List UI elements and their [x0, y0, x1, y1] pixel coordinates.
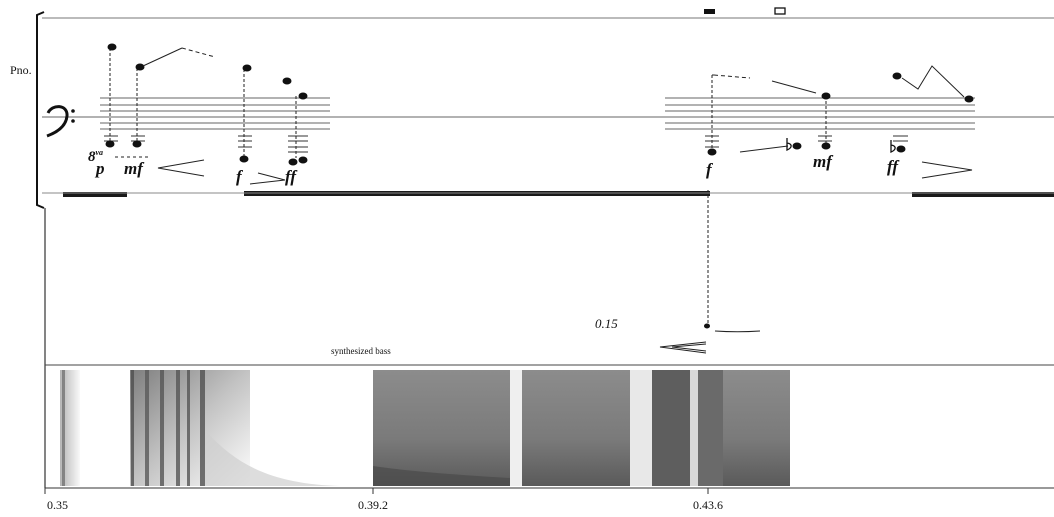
- timeline-label: 0.43.6: [693, 498, 723, 512]
- note-head: [298, 156, 308, 164]
- dynamic-f: f: [706, 160, 712, 179]
- decrescendo-hairpin: [921, 161, 973, 179]
- staff-fragment-1: [100, 97, 330, 130]
- note-head: [105, 140, 115, 148]
- note-head: [892, 72, 902, 80]
- note-head: [288, 158, 298, 166]
- note-head: [964, 95, 974, 103]
- note-head: [132, 140, 142, 148]
- dynamic-mf: mf: [813, 152, 832, 171]
- ottava-marking: 8va: [88, 148, 103, 166]
- note-head: [298, 92, 308, 100]
- dynamic-ff: ff: [285, 167, 297, 186]
- note-head: [242, 64, 252, 72]
- note-head: [792, 142, 802, 150]
- decrescendo-hairpin: [249, 172, 286, 185]
- hairpins: [157, 159, 973, 354]
- note-heads: [105, 43, 974, 329]
- note-head: [896, 145, 906, 153]
- timeline-label: 0.39.2: [358, 498, 388, 512]
- dynamic-mf: mf: [124, 159, 143, 178]
- note-head: [107, 43, 117, 51]
- instrument-label: Pno.: [10, 63, 32, 77]
- bass-clef-icon: [46, 105, 75, 138]
- ottava-suffix: va: [95, 148, 104, 157]
- system-bracket: [36, 11, 45, 209]
- ottava-digit: 8: [88, 149, 96, 165]
- crescendo-hairpin: [157, 159, 205, 177]
- note-head: [821, 92, 831, 100]
- dynamic-f: f: [236, 167, 242, 186]
- pedal-bars: [63, 191, 1054, 197]
- glissando-lines: [115, 47, 965, 333]
- note-head: [135, 63, 145, 71]
- dynamic-ff: ff: [887, 157, 899, 176]
- note-head: [239, 155, 249, 163]
- staff-fragment-2: [665, 97, 975, 130]
- spectrogram: [60, 370, 790, 486]
- note-head: [707, 148, 717, 156]
- note-stems: [109, 48, 827, 325]
- flat-signs: [786, 138, 896, 153]
- top-marker-filled: [704, 9, 715, 14]
- note-head: [704, 323, 710, 329]
- dynamic-p: p: [96, 159, 105, 178]
- electronics-value: 0.15: [595, 316, 618, 331]
- electronics-hairpin: [659, 341, 707, 354]
- timeline-label: 0.35: [47, 498, 68, 512]
- electronics-label: synthesized bass: [331, 346, 391, 356]
- note-head: [821, 142, 831, 150]
- timeline-ticks: [44, 488, 709, 494]
- note-head: [282, 77, 292, 85]
- top-marker-hollow: [774, 7, 786, 15]
